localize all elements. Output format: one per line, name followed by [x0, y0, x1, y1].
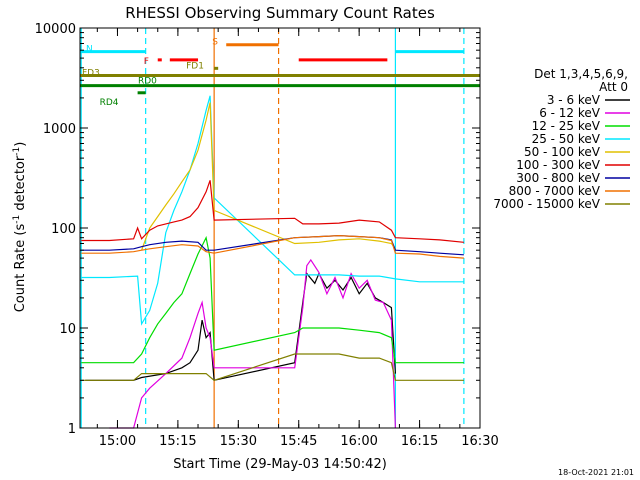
series-line-9 [81, 353, 464, 381]
legend-label-7: 300 - 800 keV [516, 171, 600, 185]
y-tick-label: 1000 [43, 122, 76, 137]
flag-label-fd1: FD1 [186, 61, 204, 71]
plot-area: N F S FD1 FD3 RD0 RD4 [80, 28, 480, 429]
axes: 15:00 15:15 15:30 15:45 16:00 16:15 16:30 1 10 10… [35, 22, 499, 449]
y-tick-label: 1 [68, 422, 76, 437]
x-tick-label: 15:15 [159, 434, 196, 449]
x-tick-label: 15:45 [280, 434, 317, 449]
series-line-6 [81, 180, 464, 243]
legend-label-2: 6 - 12 keV [539, 106, 601, 120]
series-line-8 [81, 234, 464, 259]
series-line-4 [81, 95, 464, 326]
legend-label-9: 7000 - 15000 keV [493, 197, 600, 211]
x-tick-label: 16:00 [340, 434, 377, 449]
y-axis-label: Count Rate (s-1 detector-1) [12, 142, 28, 313]
y-tick-label: 10 [59, 322, 76, 337]
x-tick-label: 16:30 [461, 434, 498, 449]
legend-label-3: 12 - 25 keV [532, 119, 601, 133]
y-tick-label: 100 [51, 222, 76, 237]
series-line-5 [141, 102, 396, 251]
legend-label-4: 25 - 50 keV [532, 132, 601, 146]
series-line-7 [81, 234, 464, 256]
flag-label-fd3: FD3 [82, 68, 100, 78]
legend-label-6: 100 - 300 keV [516, 158, 600, 172]
legend-title-line-2: Att 0 [599, 80, 628, 94]
y-tick-label: 10000 [35, 22, 76, 37]
legend-label-8: 800 - 7000 keV [509, 184, 601, 198]
footer-timestamp: 18-Oct-2021 21:01 [558, 468, 634, 477]
x-tick-label: 15:00 [99, 434, 136, 449]
legend-title-line-1: Det 1,3,4,5,6,9, [534, 67, 628, 81]
series-line-2 [109, 258, 396, 429]
x-tick-label: 16:15 [401, 434, 438, 449]
flag-label-s: S [212, 38, 218, 48]
flag-label-rd0: RD0 [138, 77, 157, 87]
flag-label-n: N [86, 45, 93, 55]
flag-label-rd4: RD4 [100, 98, 119, 108]
x-tick-label: 15:30 [220, 434, 257, 449]
x-axis-label: Start Time (29-May-03 14:50:42) [173, 457, 387, 472]
flag-label-f: F [144, 57, 149, 67]
legend-label-1: 3 - 6 keV [547, 93, 601, 107]
chart-title: RHESSI Observing Summary Count Rates [125, 4, 435, 22]
legend-label-5: 50 - 100 keV [524, 145, 601, 159]
series-line-3 [81, 235, 464, 364]
